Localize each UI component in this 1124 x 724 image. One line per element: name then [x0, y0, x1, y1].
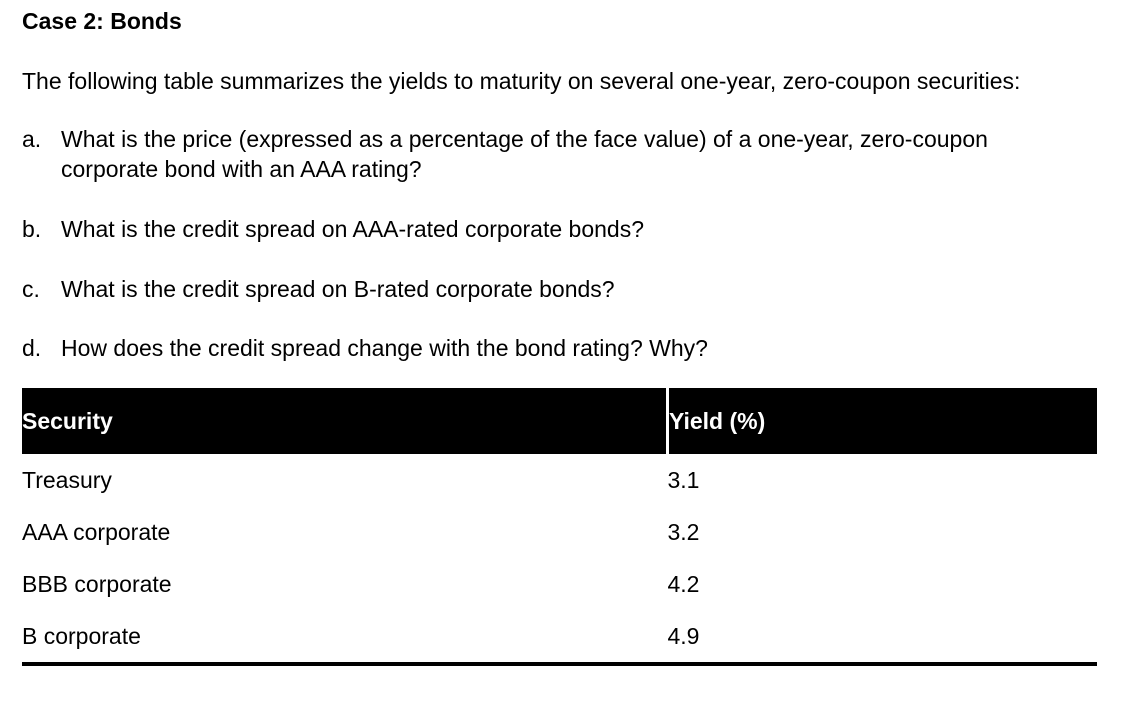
table-row-bbb-corporate: BBB corporate 4.2 — [22, 558, 1097, 610]
question-a-text: What is the price (expressed as a percen… — [61, 126, 988, 182]
security-cell: Treasury — [22, 467, 112, 493]
yield-cell: 4.9 — [667, 623, 700, 649]
page-title: Case 2: Bonds — [22, 8, 182, 34]
question-b-marker: b. — [22, 216, 42, 242]
security-cell: AAA corporate — [22, 519, 171, 545]
yield-cell: 3.2 — [667, 519, 700, 545]
question-d-text: How does the credit spread change with t… — [61, 335, 708, 361]
yield-cell: 4.2 — [667, 571, 700, 597]
question-c-text: What is the credit spread on B-rated cor… — [61, 276, 615, 302]
table-row-treasury: Treasury 3.1 — [22, 454, 1097, 506]
table-row-aaa-corporate: AAA corporate 3.2 — [22, 506, 1097, 558]
intro-paragraph: The following table summarizes the yield… — [22, 68, 1021, 94]
yields-table: Security Yield (%) Treasury 3.1 AAA corp… — [22, 388, 1097, 666]
header-cell-security: Security — [22, 388, 669, 454]
question-b: b. What is the credit spread on AAA-rate… — [22, 214, 1124, 244]
question-b-text: What is the credit spread on AAA-rated c… — [61, 216, 644, 242]
table-row-b-corporate: B corporate 4.9 — [22, 610, 1097, 664]
question-a: a. What is the price (expressed as a per… — [22, 124, 1124, 184]
question-c: c. What is the credit spread on B-rated … — [22, 274, 1124, 304]
question-a-marker: a. — [22, 126, 42, 152]
security-cell: B corporate — [22, 623, 141, 649]
question-c-marker: c. — [22, 276, 40, 302]
yields-table-header-row: Security Yield (%) — [22, 388, 1097, 454]
security-cell: BBB corporate — [22, 571, 172, 597]
yield-cell: 3.1 — [667, 467, 700, 493]
question-d: d. How does the credit spread change wit… — [22, 333, 1124, 363]
header-cell-yield: Yield (%) — [667, 388, 1097, 454]
question-d-marker: d. — [22, 335, 42, 361]
